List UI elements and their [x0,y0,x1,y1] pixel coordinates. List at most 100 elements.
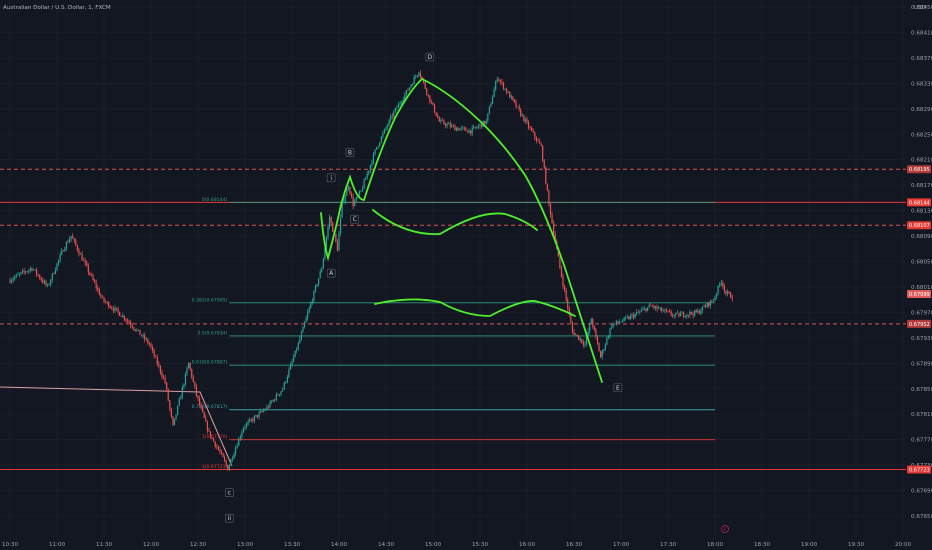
candle-body [70,236,72,240]
candle-body [239,436,241,439]
candle-body [517,106,519,108]
time-tick-label: 20:00 [895,542,912,548]
go-to-realtime-button[interactable]: F [721,525,729,534]
candle-body [81,254,83,261]
candle-body [524,119,527,122]
candle-body [451,125,453,127]
candle-body [94,279,96,283]
candle-body [9,280,11,283]
price-axis[interactable]: 0.68450 0.68410 0.68370 0.68330 0.68290 0.682… [911,5,932,520]
price-tag-label: 0.67723 [909,468,930,474]
candle-body [20,272,22,274]
wave-label-box [326,173,336,183]
candle-body [636,312,638,314]
candle-body [109,307,111,308]
candle-body [108,302,110,308]
candle-body [507,91,509,93]
time-tick-label: 11:00 [49,542,66,548]
candle-body [269,401,271,408]
time-axis[interactable]: 10:30 11:00 11:30 12:00 12:30 13:00 13:30 14:00… [2,542,912,548]
candle-body [123,315,125,320]
candle-body [12,278,14,281]
candle-body [338,233,340,251]
candle-body [551,215,553,223]
candle-body [708,302,710,306]
candle-body [175,414,177,419]
candle-body [220,451,223,454]
candle-body [120,316,122,317]
wave-label-box [225,513,234,523]
price-tick-label: 0.67850 [911,387,932,393]
candle-body [717,285,719,294]
candle-body [513,99,516,102]
candle-body [50,280,52,285]
price-tag-label: 0.68107 [909,223,930,229]
candle-body [184,373,187,385]
candle-body [596,336,599,344]
candle-body [512,96,514,100]
candle-body [211,437,213,439]
candle-body [365,178,367,181]
candle-body [390,115,392,120]
candle-body [181,387,183,398]
candle-body [473,126,475,128]
candle-body [672,315,674,317]
candle-body [637,312,639,313]
price-tick-label: 0.68050 [911,260,932,266]
candle-body [626,317,628,318]
candle-body [609,328,611,337]
price-tag-box [907,289,931,298]
candle-body [534,132,536,138]
candle-body [477,125,480,128]
candle-body [496,79,498,82]
candle-body [620,321,622,323]
candle-body [286,376,288,382]
candle-body [391,115,393,117]
candle-body [72,236,74,239]
time-axis-background [0,538,932,550]
time-tick-label: 16:30 [566,542,583,548]
candle-body [294,350,296,358]
price-tick-label: 0.68370 [911,56,932,62]
candle-body [371,162,373,166]
candle-body [242,427,245,433]
candle-body [191,369,193,378]
candle-body [238,438,240,446]
time-tick-label: 16:00 [519,542,536,548]
candle-body [598,343,600,352]
candle-body [634,313,636,318]
candle-body [285,381,287,383]
candle-body [358,191,360,196]
candle-body [545,167,547,184]
candle-body [501,81,503,83]
candle-body [90,274,93,276]
time-tick-label: 10:30 [2,542,19,548]
candle-body [676,312,678,314]
candle-body [470,130,472,134]
candle-body [37,274,39,276]
time-tick-label: 19:30 [848,542,865,548]
candle-body [714,296,716,301]
candle-body [493,89,495,98]
price-tick-label: 0.68090 [911,234,932,240]
candle-body [460,127,462,129]
candle-body [271,401,273,403]
candle-body [156,357,158,365]
candle-body [87,265,89,273]
candle-body [578,335,580,340]
candle-body [106,302,108,303]
candle-body [10,280,13,283]
candle-body [368,170,370,174]
candle-body [53,273,55,275]
candle-body [119,311,121,317]
candle-body [186,368,188,374]
candle-body [643,308,646,310]
candle-body [162,376,165,378]
candle-body [361,188,364,191]
candle-body [542,145,544,161]
candle-body [213,438,215,442]
price-tick-label: 0.68290 [911,107,932,113]
candle-body [231,458,234,460]
